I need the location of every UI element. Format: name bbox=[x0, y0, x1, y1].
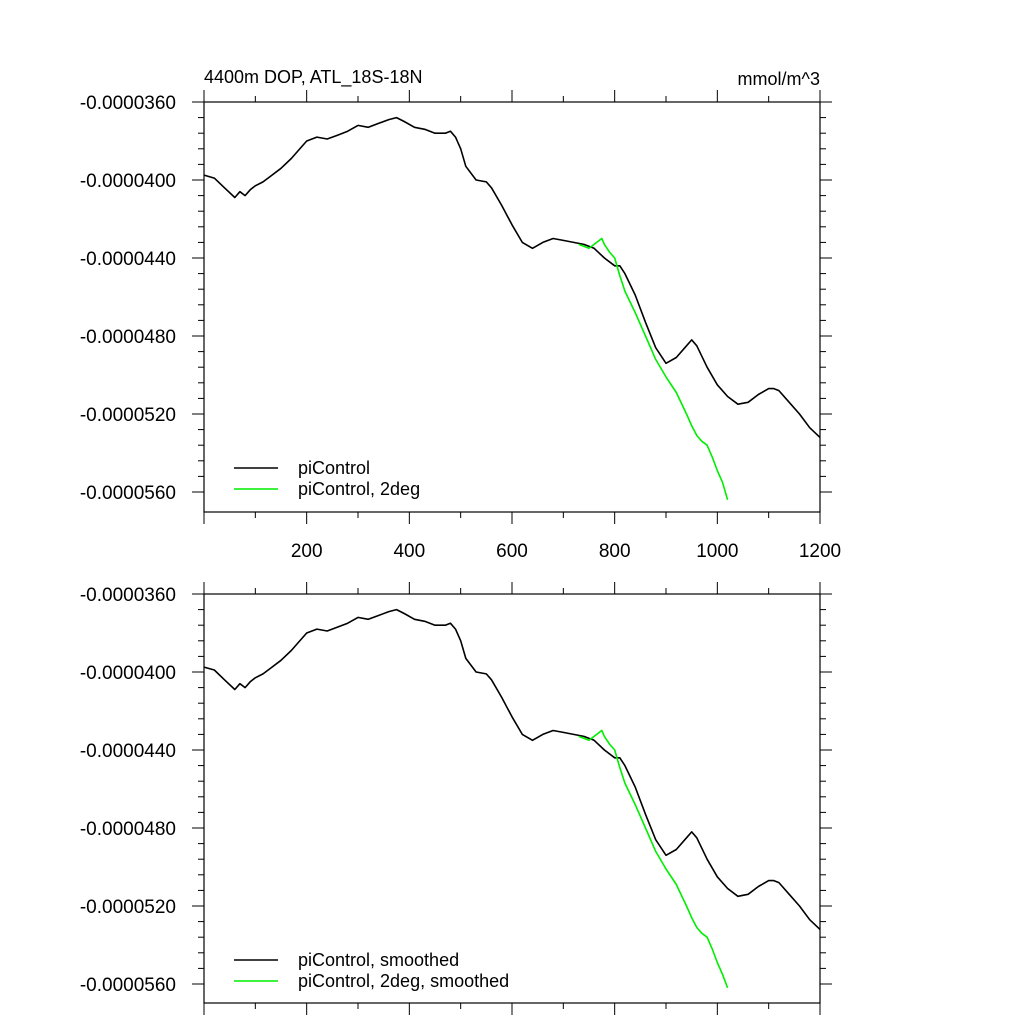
bottom-panel: -0.0000360 -0.0000400 -0.0000440 -0.0000480… bbox=[80, 582, 832, 1015]
y-tick-label: -0.0000520 bbox=[80, 897, 176, 918]
x-tick-label: 1200 bbox=[799, 541, 841, 562]
legend-label: piControl, 2deg bbox=[298, 479, 420, 499]
x-tick-label: 1000 bbox=[696, 541, 738, 562]
y-tick-label: -0.0000480 bbox=[80, 327, 176, 348]
y-tick-label: -0.0000560 bbox=[80, 483, 176, 504]
units-label: mmol/m^3 bbox=[738, 69, 820, 89]
y-tick-label: -0.0000480 bbox=[80, 819, 176, 840]
y-tick-label: -0.0000520 bbox=[80, 405, 176, 426]
x-tick-label: 200 bbox=[291, 541, 323, 562]
y-tick-label: -0.0000360 bbox=[80, 585, 176, 606]
series-line-picontrol bbox=[203, 608, 821, 930]
y-tick-label: -0.0000560 bbox=[80, 975, 176, 996]
x-tick-label: 600 bbox=[496, 541, 528, 562]
legend-label: piControl, 2deg, smoothed bbox=[298, 971, 509, 991]
y-tick-label: -0.0000440 bbox=[80, 249, 176, 270]
y-tick-label: -0.0000440 bbox=[80, 741, 176, 762]
series-line-picontrol-2deg bbox=[578, 237, 729, 501]
y-tick-label: -0.0000400 bbox=[80, 171, 176, 192]
chart-title: 4400m DOP, ATL_18S-18N bbox=[204, 67, 422, 88]
legend-label: piControl bbox=[298, 458, 370, 478]
plot-frame bbox=[203, 101, 821, 513]
legend-label: piControl, smoothed bbox=[298, 950, 459, 970]
top-panel: -0.0000360 -0.0000400 -0.0000440 -0.0000480… bbox=[80, 90, 841, 562]
x-tick-label: 800 bbox=[599, 541, 631, 562]
x-tick-label: 400 bbox=[393, 541, 425, 562]
y-tick-label: -0.0000400 bbox=[80, 663, 176, 684]
series-line-picontrol-2deg bbox=[578, 729, 729, 989]
series-line-picontrol bbox=[203, 116, 821, 438]
plot-frame bbox=[203, 593, 821, 1004]
y-tick-label: -0.0000360 bbox=[80, 93, 176, 114]
